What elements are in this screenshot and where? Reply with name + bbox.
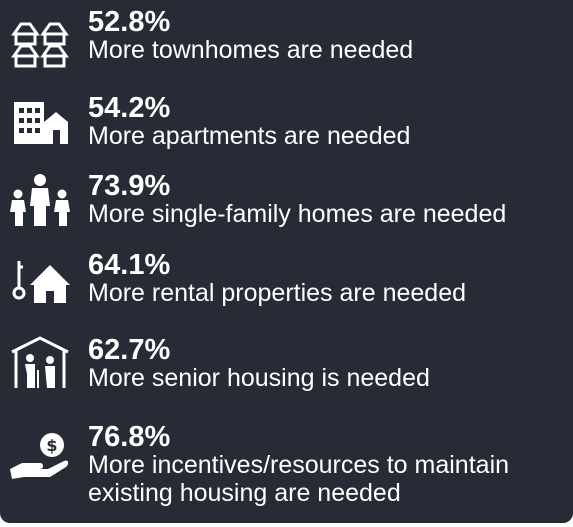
apartment-icon (14, 102, 68, 144)
svg-text:$: $ (46, 436, 57, 455)
description: More rental properties are needed (88, 279, 467, 307)
description: More townhomes are needed (88, 36, 414, 64)
incentive-icon: $ (10, 433, 69, 479)
percent: 54.2% (88, 92, 171, 124)
description: More single-family homes are needed (88, 200, 507, 228)
percent: 73.9% (88, 170, 171, 202)
description: More senior housing is needed (88, 364, 430, 392)
description: More incentives/resources to maintain ex… (88, 451, 510, 507)
rental-icon (12, 261, 70, 303)
percent: 76.8% (88, 421, 171, 453)
family-icon (10, 174, 70, 226)
senior-icon (11, 336, 69, 388)
percent: 52.8% (88, 6, 171, 38)
percent: 64.1% (88, 249, 171, 281)
percent: 62.7% (88, 334, 171, 366)
description: More apartments are needed (88, 122, 411, 150)
townhome-icon (11, 22, 69, 68)
